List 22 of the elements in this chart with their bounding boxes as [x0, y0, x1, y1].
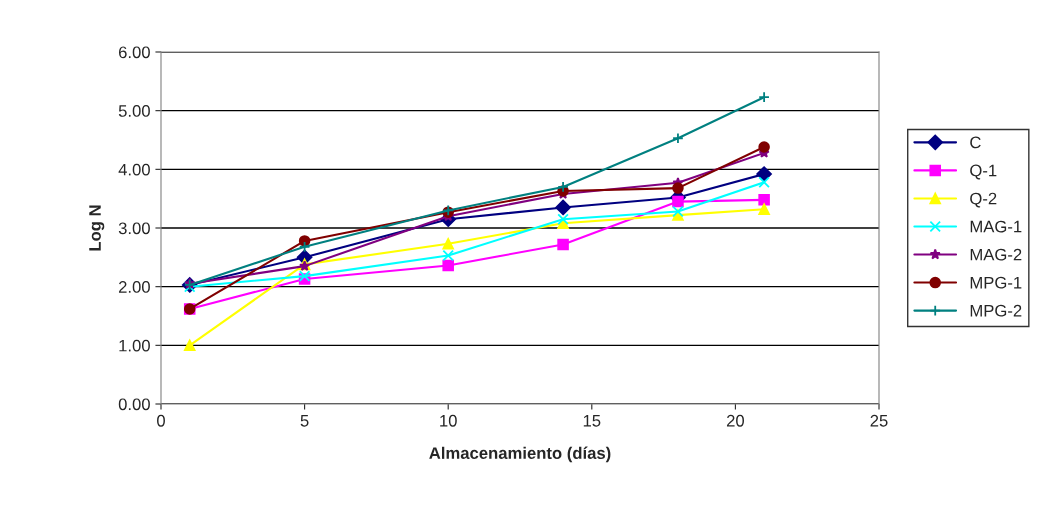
y-tick-label: 4.00	[118, 163, 150, 176]
x-tick-label: 15	[583, 415, 601, 427]
legend-label: C	[970, 136, 981, 149]
y-tick-label: 3.00	[118, 222, 150, 235]
y-tick-label: 6.00	[118, 46, 150, 59]
legend-label: MAG-1	[970, 220, 1022, 233]
x-tick-label: 0	[157, 414, 165, 427]
legend-label: Q-1	[970, 164, 997, 180]
x-tick-label: 10	[440, 414, 457, 427]
y-tick-label: 5.00	[118, 105, 150, 117]
legend-label: MPG-2	[970, 304, 1022, 317]
legend-label: MAG-2	[970, 248, 1022, 261]
x-axis-title: Almacenamiento (días)	[429, 446, 611, 463]
y-tick-label: 1.00	[119, 339, 150, 352]
x-tick-label: 5	[300, 415, 309, 427]
y-axis-title: Log N	[89, 205, 105, 251]
x-tick-label: 20	[726, 414, 745, 427]
y-tick-label: 0.00	[118, 398, 150, 411]
legend-label: Q-2	[970, 192, 997, 208]
x-tick-label: 25	[870, 414, 888, 427]
legend-label: MPG-1	[970, 276, 1022, 289]
y-tick-label: 2.00	[118, 281, 150, 293]
